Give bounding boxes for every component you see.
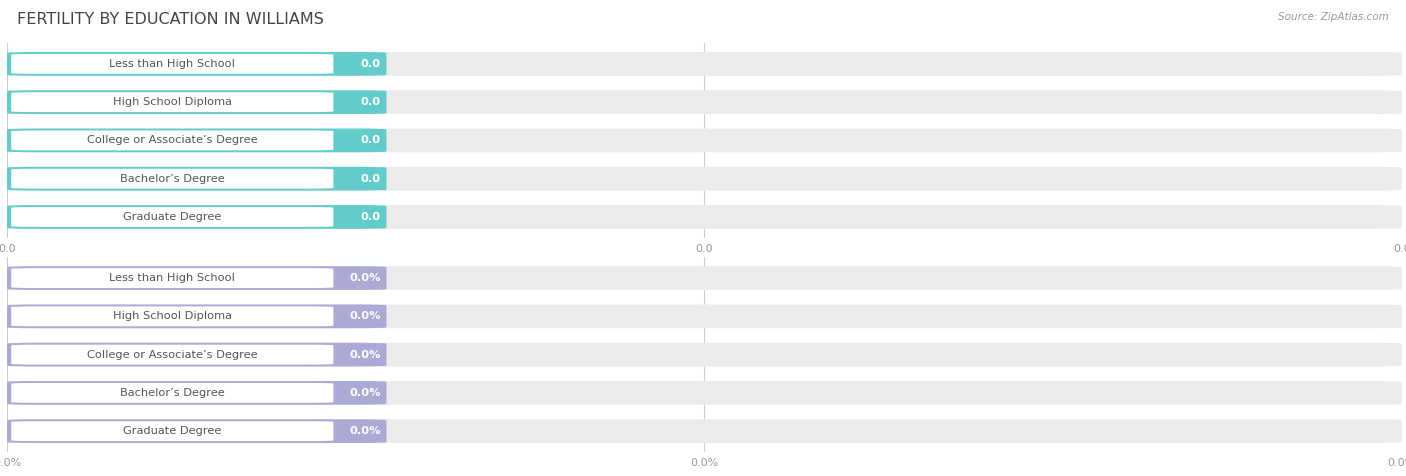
FancyBboxPatch shape — [11, 92, 333, 112]
FancyBboxPatch shape — [11, 54, 333, 74]
FancyBboxPatch shape — [7, 381, 387, 405]
FancyBboxPatch shape — [11, 307, 333, 327]
Text: FERTILITY BY EDUCATION IN WILLIAMS: FERTILITY BY EDUCATION IN WILLIAMS — [17, 12, 323, 27]
FancyBboxPatch shape — [11, 207, 333, 227]
Text: Less than High School: Less than High School — [110, 59, 235, 69]
FancyBboxPatch shape — [7, 205, 387, 229]
FancyBboxPatch shape — [7, 343, 387, 367]
Text: High School Diploma: High School Diploma — [112, 97, 232, 107]
Text: Graduate Degree: Graduate Degree — [124, 212, 222, 222]
Text: 0.0: 0.0 — [361, 59, 381, 69]
FancyBboxPatch shape — [7, 129, 387, 152]
FancyBboxPatch shape — [7, 266, 387, 290]
FancyBboxPatch shape — [7, 419, 1402, 443]
FancyBboxPatch shape — [11, 268, 333, 288]
FancyBboxPatch shape — [7, 381, 1402, 405]
Text: College or Associate’s Degree: College or Associate’s Degree — [87, 349, 257, 360]
FancyBboxPatch shape — [7, 90, 1402, 114]
Text: 0.0%: 0.0% — [349, 349, 381, 360]
Text: 0.0%: 0.0% — [349, 426, 381, 436]
FancyBboxPatch shape — [7, 129, 1402, 152]
FancyBboxPatch shape — [11, 169, 333, 188]
FancyBboxPatch shape — [7, 266, 1402, 290]
Text: 0.0%: 0.0% — [349, 273, 381, 283]
Text: College or Associate’s Degree: College or Associate’s Degree — [87, 135, 257, 146]
FancyBboxPatch shape — [7, 52, 1402, 76]
Text: 0.0%: 0.0% — [349, 311, 381, 321]
Text: Bachelor’s Degree: Bachelor’s Degree — [120, 174, 225, 184]
Text: 0.0: 0.0 — [361, 135, 381, 146]
FancyBboxPatch shape — [7, 167, 387, 190]
Text: 0.0%: 0.0% — [349, 388, 381, 398]
Text: 0.0: 0.0 — [361, 174, 381, 184]
FancyBboxPatch shape — [7, 419, 387, 443]
FancyBboxPatch shape — [11, 421, 333, 441]
FancyBboxPatch shape — [7, 205, 1402, 229]
FancyBboxPatch shape — [11, 383, 333, 403]
Text: 0.0: 0.0 — [361, 97, 381, 107]
FancyBboxPatch shape — [7, 90, 387, 114]
Text: Graduate Degree: Graduate Degree — [124, 426, 222, 436]
FancyBboxPatch shape — [11, 130, 333, 150]
Text: Less than High School: Less than High School — [110, 273, 235, 283]
Text: Bachelor’s Degree: Bachelor’s Degree — [120, 388, 225, 398]
FancyBboxPatch shape — [11, 345, 333, 365]
FancyBboxPatch shape — [7, 305, 387, 328]
FancyBboxPatch shape — [7, 343, 1402, 367]
Text: 0.0: 0.0 — [361, 212, 381, 222]
FancyBboxPatch shape — [7, 305, 1402, 328]
Text: High School Diploma: High School Diploma — [112, 311, 232, 321]
Text: Source: ZipAtlas.com: Source: ZipAtlas.com — [1278, 12, 1389, 22]
FancyBboxPatch shape — [7, 167, 1402, 190]
FancyBboxPatch shape — [7, 52, 387, 76]
